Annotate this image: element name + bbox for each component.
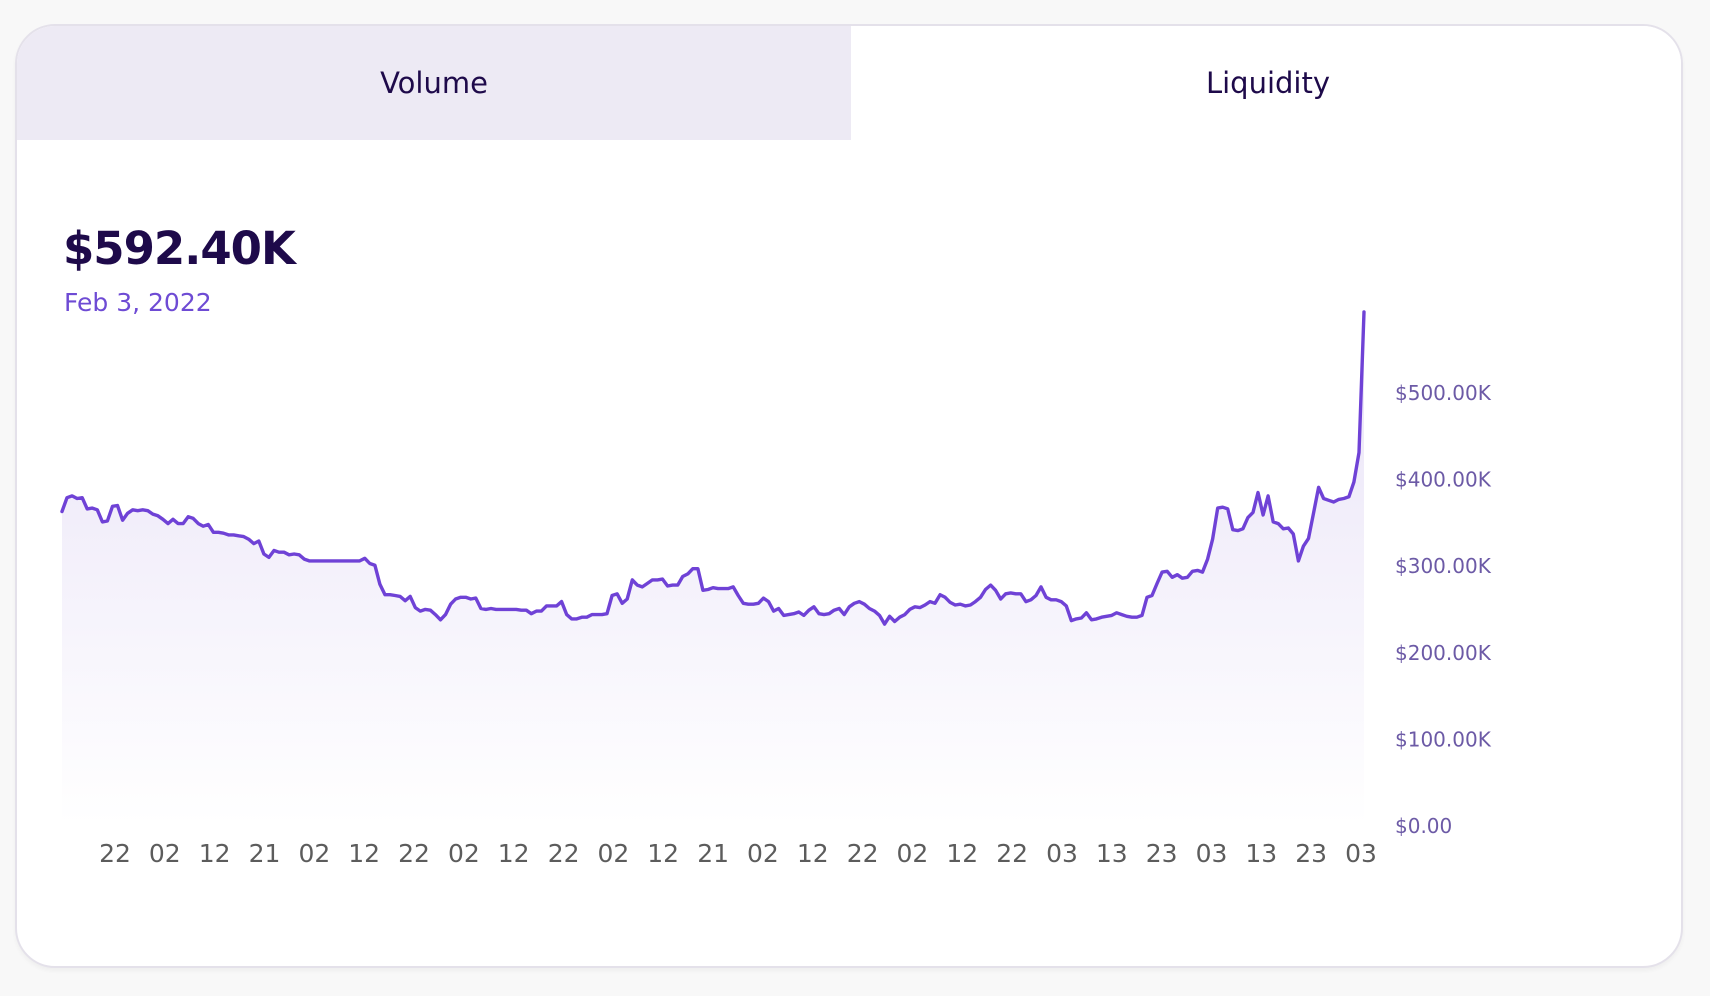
x-tick-label: 22 bbox=[548, 839, 580, 868]
y-tick-label: $400.00K bbox=[1395, 468, 1492, 492]
x-tick-label: 12 bbox=[797, 839, 829, 868]
x-tick-label: 03 bbox=[1345, 839, 1377, 868]
x-tick-label: 23 bbox=[1146, 839, 1178, 868]
y-tick-label: $300.00K bbox=[1395, 554, 1492, 578]
y-tick-label: $200.00K bbox=[1395, 641, 1492, 665]
x-tick-label: 22 bbox=[398, 839, 430, 868]
tab-volume[interactable]: Volume bbox=[17, 26, 851, 140]
y-axis: $0.00 $100.00K $200.00K $300.00K $400.00K $50… bbox=[1395, 381, 1492, 838]
tab-liquidity[interactable]: Liquidity bbox=[851, 26, 1681, 140]
x-tick-label: 22 bbox=[996, 839, 1028, 868]
x-tick-label: 22 bbox=[847, 839, 879, 868]
x-tick-label: 02 bbox=[896, 839, 928, 868]
x-tick-label: 12 bbox=[498, 839, 530, 868]
x-tick-label: 02 bbox=[298, 839, 330, 868]
x-tick-label: 02 bbox=[149, 839, 181, 868]
x-tick-label: 12 bbox=[946, 839, 978, 868]
liquidity-chart[interactable]: $0.00 $100.00K $200.00K $300.00K $400.00K $50… bbox=[17, 26, 1683, 968]
x-axis: 22 02 12 21 02 12 22 02 12 22 02 12 21 02 12 22 02 12 22 03… bbox=[99, 839, 1377, 868]
liquidity-card: Volume Liquidity $592.40K Feb 3, 2022 $0… bbox=[15, 24, 1683, 968]
y-tick-label: $0.00 bbox=[1395, 814, 1452, 838]
chart-tabs: Volume Liquidity bbox=[17, 26, 1681, 140]
x-tick-label: 22 bbox=[99, 839, 131, 868]
x-tick-label: 12 bbox=[348, 839, 380, 868]
x-tick-label: 03 bbox=[1046, 839, 1078, 868]
current-date: Feb 3, 2022 bbox=[64, 288, 212, 317]
current-value: $592.40K bbox=[63, 222, 296, 275]
x-tick-label: 03 bbox=[1196, 839, 1228, 868]
x-tick-label: 02 bbox=[597, 839, 629, 868]
x-tick-label: 13 bbox=[1245, 839, 1277, 868]
area-fill bbox=[62, 312, 1364, 825]
x-tick-label: 13 bbox=[1096, 839, 1128, 868]
x-tick-label: 02 bbox=[448, 839, 480, 868]
series-line bbox=[60, 310, 1366, 626]
x-tick-label: 12 bbox=[199, 839, 231, 868]
y-tick-label: $500.00K bbox=[1395, 381, 1492, 405]
x-tick-label: 02 bbox=[747, 839, 779, 868]
x-tick-label: 23 bbox=[1295, 839, 1327, 868]
x-tick-label: 21 bbox=[249, 839, 281, 868]
x-tick-label: 21 bbox=[697, 839, 729, 868]
y-tick-label: $100.00K bbox=[1395, 727, 1492, 751]
x-tick-label: 12 bbox=[647, 839, 679, 868]
